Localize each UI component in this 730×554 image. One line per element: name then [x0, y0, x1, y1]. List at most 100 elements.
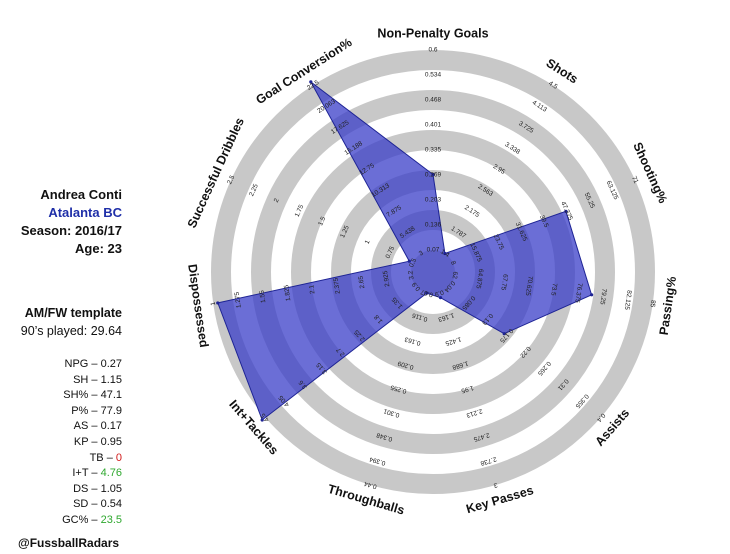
radar-tick-label: 76.375: [573, 283, 583, 304]
radar-tick-label: 0.401: [425, 122, 442, 129]
stat-value: 1.05: [100, 482, 122, 495]
radar-tick-label: 0.335: [425, 147, 442, 154]
stat-label: SD –: [73, 498, 101, 511]
radar-vertex: [502, 332, 506, 336]
radar-tick-label: 0.203: [425, 197, 442, 204]
radar-vertex: [564, 209, 568, 213]
radar-tick-label: 1.75: [294, 203, 306, 218]
stat-row: SH – 1.15: [2, 373, 122, 389]
radar-tick-label: 4.5: [547, 80, 559, 91]
radar-ring: [251, 90, 615, 454]
radar-tick-label: 4.5: [259, 411, 270, 423]
radar-tick-label: 1.25: [339, 224, 351, 239]
radar-tick-label: 79.25: [598, 288, 607, 305]
stat-value: 77.9: [100, 404, 122, 417]
radar-tick-label: 1.425: [444, 335, 462, 346]
radar-tick-label: 2.375: [333, 277, 342, 294]
radar-vertex: [216, 301, 220, 305]
radar-tick-label: 67.75: [499, 274, 508, 291]
stat-value: 0.17: [100, 420, 122, 433]
radar-tick-label: 0.75: [385, 245, 397, 260]
radar-tick-label: 2.175: [463, 204, 481, 219]
radar-tick-label: 0.4: [595, 412, 606, 424]
season-label: Season: 2016/17: [20, 223, 122, 238]
radar-vertex: [431, 172, 435, 177]
radar-tick-label: 0.255: [389, 383, 407, 394]
stat-value: 1.15: [100, 373, 122, 386]
radar-tick-label: 2.65: [358, 275, 367, 289]
stat-row: NPG – 0.27: [2, 357, 123, 373]
radar-tick-label: 71: [630, 175, 640, 185]
radar-tick-label: 8: [449, 260, 457, 267]
radar-tick-label: 0.301: [383, 407, 401, 418]
radar-tick-label: 0.394: [368, 455, 386, 466]
radar-tick-label: 73.5: [549, 283, 558, 297]
radar-tick-label: 2.25: [248, 183, 260, 198]
radar-vertex: [309, 80, 313, 84]
radar-tick-label: 1.8: [373, 313, 384, 325]
stat-label: SH% –: [63, 389, 101, 402]
radar-tick-label: 1.95: [460, 384, 474, 394]
stat-label: GC% –: [62, 513, 101, 526]
stat-value: 4.76: [100, 467, 122, 480]
stat-value: 0: [115, 451, 122, 464]
stat-label: AS –: [73, 420, 101, 433]
radar-tick-label: 3.2: [407, 270, 415, 280]
stat-label: KP –: [73, 435, 101, 448]
radar-tick-label: 3: [492, 481, 498, 489]
radar-tick-label: 0.07: [419, 288, 433, 298]
radar-tick-label: 2.7: [335, 346, 346, 358]
radar-vertex: [260, 418, 264, 422]
stats-list: NPG – 0.27 SH – 1.15 SH% – 47.1 P% – 77.9 AS…: [2, 357, 122, 529]
radar-tick-label: 85: [648, 300, 656, 309]
template-info: AM/FW template 90’s played: 29.64: [0, 304, 122, 340]
radar-tick-label: 82.125: [623, 290, 633, 311]
radar-tick-label: 2.5: [226, 174, 236, 185]
radar-vertex: [438, 296, 443, 300]
player-info: Andrea Conti Atalanta BC Season: 2016/17…: [0, 186, 122, 258]
radar-tick-label: 0.5: [408, 257, 418, 268]
radar-tick-label: 0.9: [411, 280, 422, 292]
stat-value: 0.95: [100, 435, 122, 448]
radar-tick-label: 1.275: [234, 291, 243, 308]
radar-tick-label: 1.4: [439, 248, 451, 259]
stat-label: P% –: [71, 404, 101, 417]
stat-row: DS – 1.05: [2, 482, 122, 498]
radar-vertex: [590, 293, 594, 297]
radar-tick-label: 1.55: [259, 289, 268, 303]
team-name: Atalanta BC: [48, 205, 122, 220]
radar-tick-label: 3: [418, 250, 425, 258]
player-name: Andrea Conti: [40, 187, 122, 202]
age-label: Age: 23: [75, 241, 122, 256]
stat-row: I+T – 4.76: [2, 466, 122, 482]
radar-tick-label: 0.136: [425, 222, 442, 229]
stat-value: 0.54: [100, 498, 122, 511]
stat-row: AS – 0.17: [2, 419, 122, 435]
stat-row: SH% – 47.1: [2, 388, 122, 404]
radar-tick-label: 2.1: [308, 284, 316, 294]
radar-tick-label: 70.625: [524, 275, 534, 296]
radar-tick-label: 0.44: [363, 480, 377, 490]
radar-tick-label: 0.9: [433, 288, 444, 297]
radar-category-label: Non-Penalty Goals: [377, 26, 488, 40]
radar-tick-label: 3.6: [297, 378, 308, 390]
radar-ring: [211, 50, 655, 494]
stat-row: KP – 0.95: [2, 435, 122, 451]
radar-tick-label: 0.534: [425, 72, 442, 79]
radar-tick-label: 2: [273, 197, 281, 204]
radar-vertex: [425, 291, 429, 295]
stat-value: 23.5: [100, 513, 122, 526]
radar-tick-label: 0.468: [425, 97, 442, 104]
stat-label: SH –: [73, 373, 101, 386]
credit-handle: @FussballRadars: [18, 536, 120, 550]
radar-tick-label: 0.116: [411, 311, 428, 322]
radar-series: [216, 80, 594, 422]
radar-tick-label: 2.738: [479, 455, 497, 466]
radar-tick-label: 2.213: [465, 407, 483, 418]
radar-tick-label: 1.5: [317, 215, 327, 226]
stat-row: SD – 0.54: [2, 497, 122, 513]
radar-tick-label: 1.825: [283, 284, 292, 301]
radar-category-label: Dispossessed: [185, 263, 211, 348]
stat-row: P% – 77.9: [2, 404, 122, 420]
